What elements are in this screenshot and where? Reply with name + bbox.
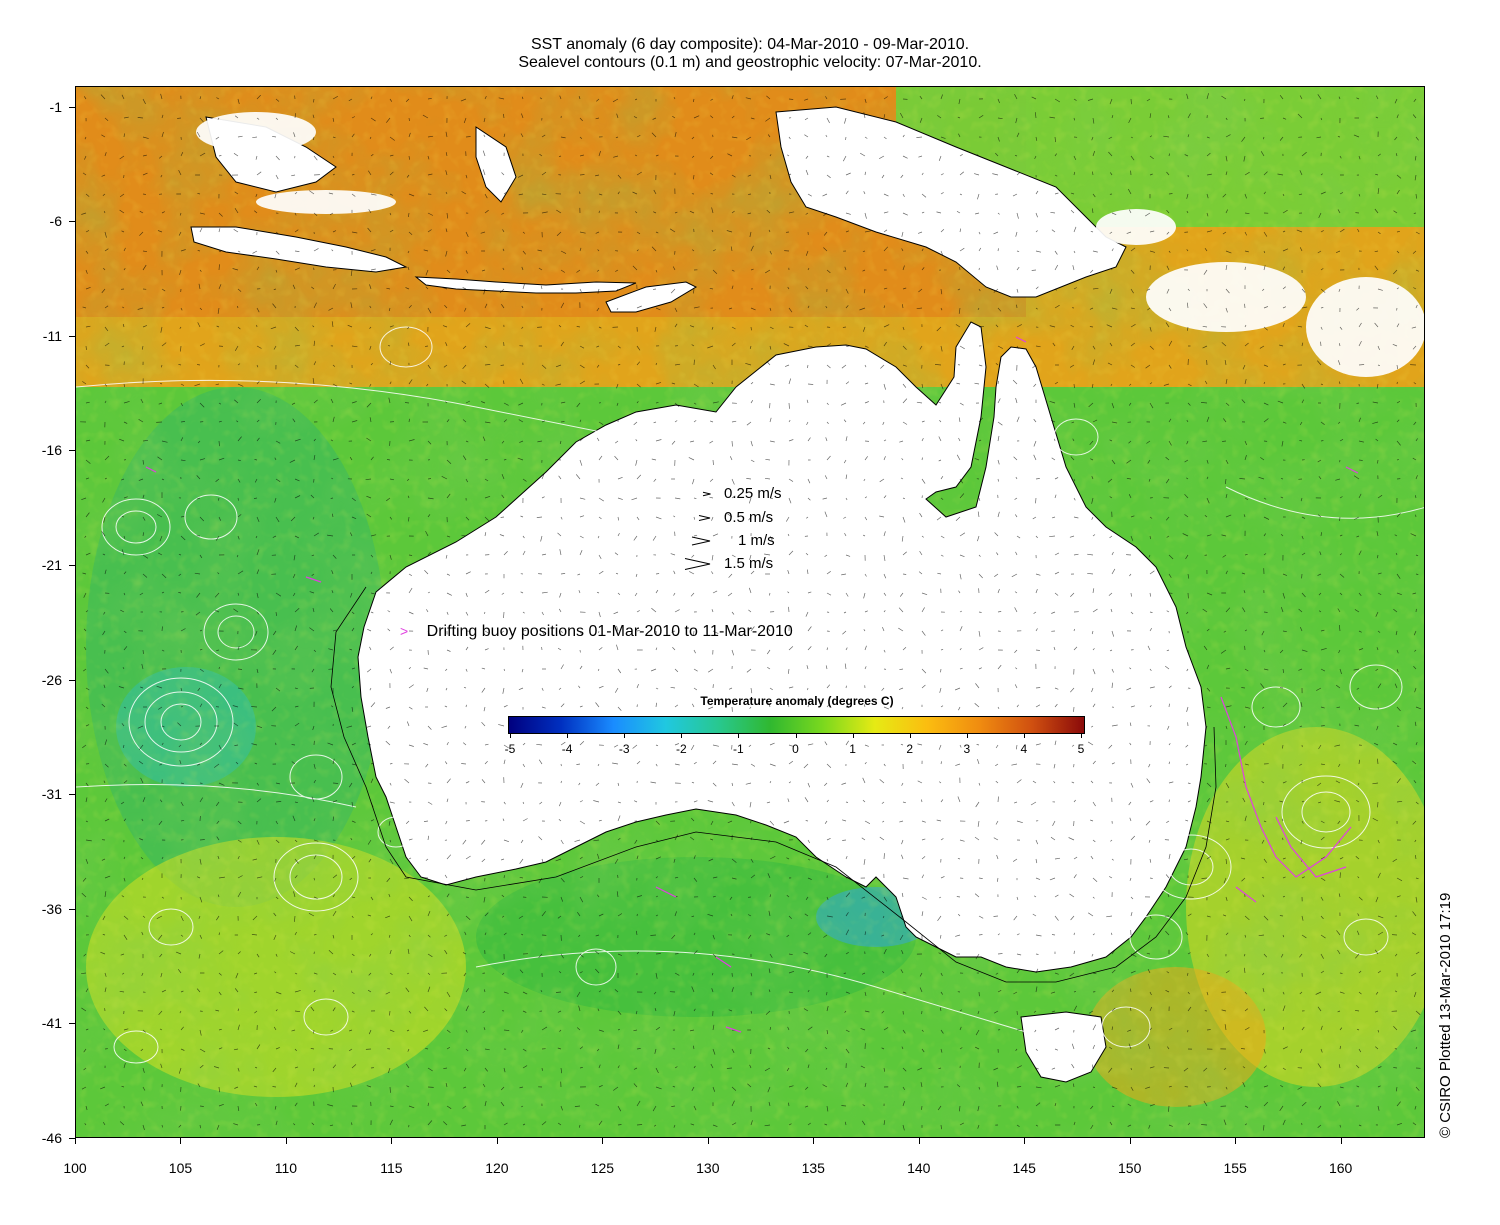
x-tick-mark: [919, 1138, 920, 1144]
x-tick-label: 160: [1328, 1160, 1353, 1176]
y-tick-mark: [69, 794, 75, 795]
tasmania-landmass: [1020, 1011, 1107, 1083]
y-tick-mark: [69, 1138, 75, 1139]
colorbar-tick-label: 3: [963, 742, 971, 756]
colorbar-tick-label: -3: [618, 742, 630, 756]
map-title-line-1: SST anomaly (6 day composite): 04-Mar-20…: [530, 36, 970, 53]
x-tick-label: 155: [1223, 1160, 1247, 1176]
x-tick-label: 135: [801, 1160, 825, 1176]
australia-landmass: [357, 321, 1207, 973]
colorbar-tick-mark: [681, 734, 682, 738]
x-tick-mark: [497, 1138, 498, 1144]
colorbar-tick-mark: [796, 734, 797, 738]
colorbar-tick-label: -4: [561, 742, 573, 756]
y-tick-label: -31: [41, 786, 62, 803]
sst-anomaly-map: [75, 86, 1425, 1138]
x-tick-mark: [1130, 1138, 1131, 1144]
x-tick-mark: [180, 1138, 181, 1144]
geostrophic-velocity-vectors: [80, 93, 1422, 1131]
y-tick-label: -1: [49, 98, 62, 115]
x-tick-label: 120: [485, 1160, 509, 1176]
y-tick-mark: [69, 450, 75, 451]
colorbar-tick-label: 2: [906, 742, 914, 756]
y-tick-mark: [69, 565, 75, 566]
x-tick-label: 130: [696, 1160, 720, 1176]
speed-legend-label: 0.25 m/s: [724, 485, 782, 502]
colorbar-tick-label: 0: [792, 742, 799, 756]
x-tick-label: 125: [590, 1160, 615, 1176]
map-title-line-2: Sealevel contours (0.1 m) and geostrophi…: [518, 54, 982, 71]
sulawesi-coast: [475, 126, 517, 203]
y-tick-mark: [69, 1023, 75, 1024]
x-tick-mark: [75, 1138, 76, 1144]
drifting-buoy-tracks: [145, 336, 1359, 1033]
speed-legend-arrow-icon: [684, 558, 711, 570]
colorbar-tick-mark: [510, 734, 511, 738]
x-tick-mark: [602, 1138, 603, 1144]
colorbar-tick-mark: [1024, 734, 1025, 738]
x-tick-mark: [391, 1138, 392, 1144]
y-tick-label: -6: [49, 213, 62, 230]
colorbar-tick-label: -2: [675, 742, 687, 756]
buoy-legend-label: Drifting buoy positions 01-Mar-2010 to 1…: [426, 623, 793, 640]
speed-legend-label: 1.5 m/s: [724, 555, 774, 572]
timor-landmass: [605, 281, 698, 313]
x-tick-mark: [1235, 1138, 1236, 1144]
colorbar-title: Temperature anomaly (degrees C): [700, 694, 894, 708]
speed-legend-arrow-icon: [698, 515, 711, 521]
colorbar-tick-mark: [567, 734, 568, 738]
colorbar-tick-label: -5: [504, 742, 516, 756]
buoy-legend: > Drifting buoy positions 01-Mar-2010 to…: [400, 623, 793, 641]
x-tick-label: 140: [907, 1160, 931, 1176]
speed-legend-arrow-icon: [691, 536, 711, 546]
colorbar-tick-mark: [1081, 734, 1082, 738]
colorbar-tick-label: 4: [1020, 742, 1028, 756]
x-tick-mark: [286, 1138, 287, 1144]
x-tick-label: 145: [1012, 1160, 1036, 1176]
missing-data-patches: [196, 112, 1424, 377]
speed-legend-label: 0.5 m/s: [724, 509, 774, 526]
y-tick-label: -16: [41, 442, 62, 459]
y-tick-mark: [69, 336, 75, 337]
y-tick-label: -11: [42, 327, 62, 344]
y-tick-label: -41: [41, 1015, 62, 1032]
y-tick-label: -26: [41, 671, 62, 688]
colorbar-tick-mark: [853, 734, 854, 738]
x-tick-label: 110: [274, 1160, 298, 1176]
x-tick-mark: [1024, 1138, 1025, 1144]
x-tick-label: 105: [168, 1160, 193, 1176]
speed-legend-arrow-icon: [702, 491, 711, 497]
credit-text: © CSIRO Plotted 13-Mar-2010 17:19: [1437, 892, 1454, 1138]
y-tick-mark: [69, 909, 75, 910]
x-tick-mark: [708, 1138, 709, 1144]
y-tick-mark: [69, 680, 75, 681]
y-tick-mark: [69, 221, 75, 222]
x-tick-label: 115: [380, 1160, 403, 1176]
y-tick-label: -36: [41, 900, 62, 917]
y-tick-label: -21: [41, 557, 62, 573]
x-tick-label: 150: [1118, 1160, 1142, 1176]
colorbar-tick-label: -1: [733, 742, 744, 756]
colorbar: [508, 716, 1085, 734]
lesser-sunda-islands: [414, 276, 637, 294]
sealevel-contours: [76, 326, 1424, 1064]
x-tick-label: 100: [63, 1160, 87, 1176]
buoy-marker-icon: >: [400, 623, 409, 639]
colorbar-tick-mark: [910, 734, 911, 738]
y-tick-label: -46: [41, 1130, 62, 1146]
colorbar-tick-mark: [738, 734, 739, 738]
map-canvas: [76, 87, 1424, 1137]
shelf-break-line: [330, 586, 1217, 983]
velocity-vector-grid: [80, 93, 1422, 1131]
x-tick-mark: [813, 1138, 814, 1144]
x-tick-mark: [1341, 1138, 1342, 1144]
colorbar-tick-label: 1: [849, 742, 856, 756]
colorbar-tick-mark: [624, 734, 625, 738]
colorbar-tick-mark: [967, 734, 968, 738]
speed-legend-label: 1 m/s: [738, 532, 775, 549]
colorbar-tick-label: 5: [1077, 742, 1085, 756]
y-tick-mark: [69, 107, 75, 108]
